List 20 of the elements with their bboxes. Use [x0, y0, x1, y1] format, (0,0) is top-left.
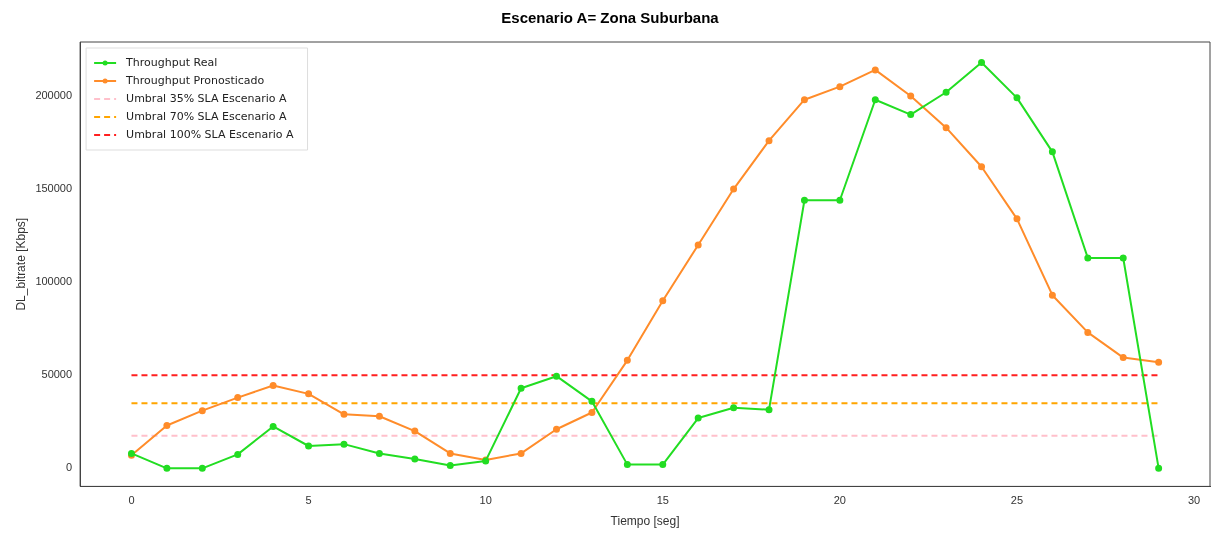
x-tick-label: 20 [833, 494, 846, 507]
y-tick-label: 150000 [35, 182, 73, 195]
y-tick-label: 0 [65, 461, 73, 474]
legend-label: Umbral 35% SLA Escenario A [126, 91, 288, 105]
legend-label: Umbral 100% SLA Escenario A [126, 127, 295, 141]
legend-label: Throughput Pronosticado [125, 73, 265, 87]
x-tick-label: 0 [128, 494, 135, 507]
y-tick-label: 200000 [35, 89, 73, 102]
y-tick-label: 50000 [41, 368, 73, 381]
x-tick-label: 30 [1187, 494, 1201, 507]
legend-label: Umbral 70% SLA Escenario A [126, 109, 288, 123]
x-tick-label: 25 [1010, 494, 1024, 507]
chart-title: Escenario A= Zona Suburbana [501, 9, 720, 27]
x-tick-label: 15 [656, 494, 669, 507]
x-axis-title: Tiempo [seg] [610, 514, 680, 529]
y-axis-title: DL_bitrate [Kbps] [13, 217, 28, 311]
x-tick-label: 5 [305, 494, 312, 507]
x-tick-label: 10 [479, 494, 492, 507]
legend-label: Throughput Real [125, 55, 218, 69]
y-tick-label: 100000 [35, 275, 73, 288]
